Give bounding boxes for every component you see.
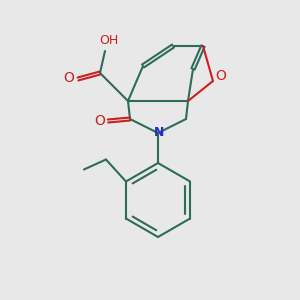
Text: O: O <box>216 69 226 83</box>
Text: N: N <box>154 127 164 140</box>
Text: OH: OH <box>99 34 119 47</box>
Text: O: O <box>94 114 105 128</box>
Text: O: O <box>64 71 74 85</box>
